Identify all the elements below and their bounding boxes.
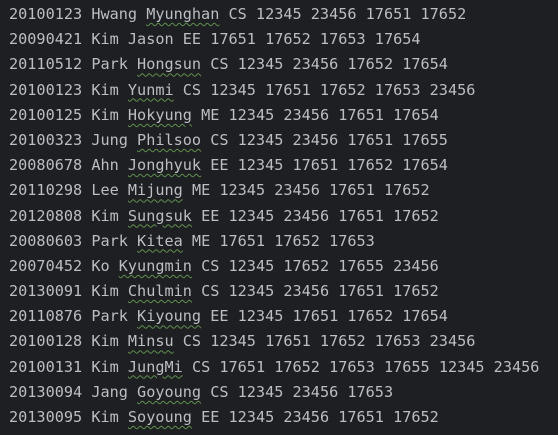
line-rest: CS 12345 23456 17651 17652 (228, 5, 467, 23)
student-id: 20100323 (9, 130, 83, 149)
editor-line[interactable]: 20100123 Hwang Myunghan CS 12345 23456 1… (9, 2, 558, 27)
editor-line[interactable]: 20090421 Kim Jason EE 17651 17652 17653 … (9, 27, 558, 52)
line-rest: CS 12345 17651 17652 17653 23456 (182, 80, 476, 99)
editor-line[interactable]: 20110512 Park Hongsun CS 12345 23456 176… (9, 52, 558, 77)
last-name: Kim (91, 80, 119, 99)
line-rest: CS 12345 23456 17651 17652 (201, 282, 439, 301)
student-id: 20130091 (9, 282, 83, 301)
first-name: Goyoung (137, 382, 202, 401)
last-name: Lee (91, 181, 119, 200)
line-rest: CS 12345 23456 17652 17654 (210, 55, 448, 74)
first-name: Chulmin (127, 282, 192, 301)
editor-line[interactable]: 20100323 Jung Philsoo CS 12345 23456 176… (9, 128, 558, 153)
first-name: JungMi (127, 357, 183, 376)
last-name: Kim (91, 206, 119, 225)
editor-lines[interactable]: 20100123 Hwang Myunghan CS 12345 23456 1… (9, 2, 558, 430)
editor-line[interactable]: 20100131 Kim JungMi CS 17651 17652 17653… (9, 355, 558, 380)
first-name: Philsoo (137, 130, 202, 149)
student-id: 20130094 (9, 382, 83, 401)
last-name: Ko (91, 256, 110, 275)
student-id: 20080678 (9, 156, 83, 175)
editor-line[interactable]: 20080603 Park Kitea ME 17651 17652 17653 (9, 229, 558, 254)
student-id: 20110298 (9, 181, 83, 200)
line-rest: EE 12345 17651 17652 17654 (210, 307, 448, 326)
last-name: Hwang (91, 5, 138, 23)
first-name: Mijung (127, 181, 183, 200)
student-id: 20080603 (9, 231, 83, 250)
line-rest: ME 17651 17652 17653 (191, 231, 375, 250)
student-id: 20100123 (9, 5, 83, 23)
line-rest: ME 12345 23456 17651 17652 (191, 181, 430, 200)
first-name: Hokyung (127, 105, 192, 124)
first-name: Soyoung (127, 408, 192, 426)
last-name: Kim (91, 357, 119, 376)
first-name: Yunmi (127, 80, 174, 99)
editor-line[interactable]: 20100125 Kim Hokyung ME 12345 23456 1765… (9, 103, 558, 128)
student-id: 20110512 (9, 55, 83, 74)
last-name: Jung (91, 130, 128, 149)
editor-line[interactable]: 20100128 Kim Minsu CS 12345 17651 17652 … (9, 329, 558, 354)
editor-line[interactable]: 20130094 Jang Goyoung CS 12345 23456 176… (9, 380, 558, 405)
student-id: 20120808 (9, 206, 83, 225)
first-name: Minsu (127, 332, 174, 351)
last-name: Kim (91, 408, 119, 426)
last-name: Kim (91, 332, 119, 351)
last-name: Kim (91, 282, 119, 301)
editor-line[interactable]: 20120808 Kim Sungsuk EE 12345 23456 1765… (9, 204, 558, 229)
first-name: Kitea (137, 231, 183, 250)
first-name: Myunghan (146, 5, 220, 23)
first-name: Kiyoung (137, 307, 202, 326)
line-rest: EE 12345 17651 17652 17654 (210, 156, 448, 175)
last-name: Ahn (91, 156, 119, 175)
last-name: Jang (91, 382, 128, 401)
first-name: Jason (127, 30, 174, 49)
student-id: 20130095 (9, 408, 83, 426)
editor-line[interactable]: 20100123 Kim Yunmi CS 12345 17651 17652 … (9, 78, 558, 103)
first-name: Hongsun (137, 55, 202, 74)
editor-line[interactable]: 20110298 Lee Mijung ME 12345 23456 17651… (9, 178, 558, 203)
line-rest: EE 12345 23456 17651 17652 (201, 206, 439, 225)
last-name: Park (91, 55, 128, 74)
student-id: 20090421 (9, 30, 83, 49)
student-id: 20100125 (9, 105, 83, 124)
line-rest: EE 17651 17652 17653 17654 (182, 30, 421, 49)
first-name: Jonghyuk (127, 156, 202, 175)
last-name: Kim (91, 105, 119, 124)
line-rest: ME 12345 23456 17651 17654 (201, 105, 439, 124)
editor-line[interactable]: 20110876 Park Kiyoung EE 12345 17651 176… (9, 304, 558, 329)
student-id: 20100128 (9, 332, 83, 351)
line-rest: CS 17651 17652 17653 17655 12345 23456 (191, 357, 540, 376)
line-rest: CS 12345 23456 17651 17655 (210, 130, 448, 149)
line-rest: CS 12345 23456 17653 (210, 382, 394, 401)
student-id: 20100131 (9, 357, 83, 376)
line-rest: CS 12345 17652 17655 23456 (201, 256, 439, 275)
editor-line[interactable]: 20080678 Ahn Jonghyuk EE 12345 17651 176… (9, 153, 558, 178)
line-rest: CS 12345 17651 17652 17653 23456 (182, 332, 476, 351)
student-id: 20070452 (9, 256, 83, 275)
last-name: Park (91, 231, 128, 250)
editor-line[interactable]: 20070452 Ko Kyungmin CS 12345 17652 1765… (9, 254, 558, 279)
student-id: 20100123 (9, 80, 83, 99)
first-name: Sungsuk (127, 206, 192, 225)
last-name: Park (91, 307, 128, 326)
line-rest: EE 12345 23456 17651 17652 (201, 408, 439, 426)
last-name: Kim (91, 30, 119, 49)
editor-line[interactable]: 20130091 Kim Chulmin CS 12345 23456 1765… (9, 279, 558, 304)
student-id: 20110876 (9, 307, 83, 326)
first-name: Kyungmin (118, 256, 192, 275)
editor-line[interactable]: 20130095 Kim Soyoung EE 12345 23456 1765… (9, 405, 558, 430)
